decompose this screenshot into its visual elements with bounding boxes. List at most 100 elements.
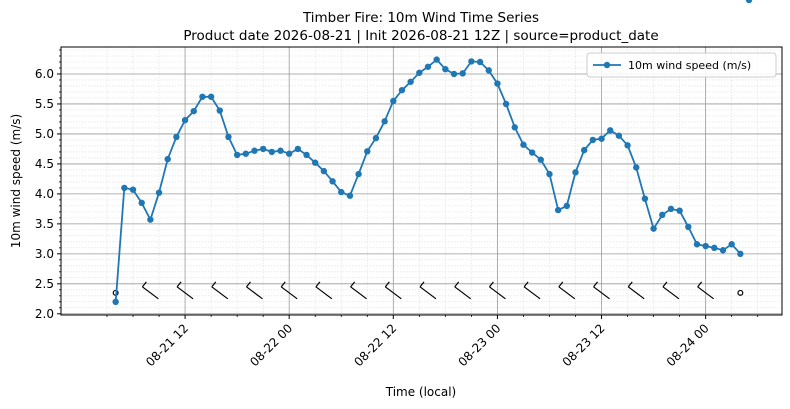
x-axis-ticks: 08-21 12 08-22 00 08-22 12 08-23 00 08-23 12… xyxy=(106,315,759,369)
wind-barb-flag xyxy=(558,281,564,288)
data-point xyxy=(294,145,302,153)
data-point xyxy=(442,65,449,73)
data-point xyxy=(511,124,518,131)
wind-barb-staff xyxy=(662,286,680,300)
data-point xyxy=(615,132,623,139)
data-point xyxy=(589,136,597,144)
data-point xyxy=(433,56,440,63)
data-point xyxy=(719,247,727,254)
data-point xyxy=(667,205,675,213)
wind-barb-flag xyxy=(627,281,633,288)
wind-barb-staff xyxy=(697,286,715,300)
data-point xyxy=(476,58,484,66)
wind-barb-staff xyxy=(176,286,194,300)
wind-barb-staff xyxy=(246,286,263,300)
data-point xyxy=(242,150,250,157)
data-point xyxy=(485,67,492,74)
wind-barb-flag xyxy=(384,281,390,288)
y-tick-label: 6.0 xyxy=(35,67,54,81)
data-point xyxy=(207,93,215,100)
legend-box xyxy=(586,52,777,78)
y-tick-label: 3.0 xyxy=(35,247,54,261)
data-point xyxy=(121,184,128,192)
data-point xyxy=(164,155,171,163)
data-point xyxy=(129,186,137,193)
data-point xyxy=(381,118,388,125)
data-point xyxy=(416,69,423,76)
data-point xyxy=(711,244,718,252)
wind-barb-staff xyxy=(523,286,541,300)
data-point xyxy=(398,86,406,94)
wind-barb-staff xyxy=(627,286,645,300)
data-point xyxy=(355,170,362,178)
data-point xyxy=(641,195,649,202)
wind-barb-flag xyxy=(454,281,460,288)
data-point xyxy=(676,207,683,214)
chart-title: Timber Fire: 10m Wind Time Series xyxy=(302,10,539,26)
wind-barb-flag xyxy=(593,281,599,288)
x-tick-label: 08-22 12 xyxy=(351,321,399,369)
y-tick-label: 5.5 xyxy=(35,97,54,111)
plot-frame xyxy=(60,46,783,316)
data-point xyxy=(190,107,197,115)
data-point xyxy=(312,159,319,166)
data-point xyxy=(268,148,276,156)
data-point xyxy=(633,164,640,171)
wind-barb-flag xyxy=(488,281,494,288)
wind-barb-flag xyxy=(419,281,425,288)
wind-barbs xyxy=(112,281,744,300)
data-point xyxy=(624,142,631,149)
y-tick-label: 2.0 xyxy=(35,307,54,321)
data-point xyxy=(659,211,666,219)
x-tick-label: 08-21 12 xyxy=(143,321,191,369)
data-point xyxy=(303,151,310,159)
wind-barb-staff xyxy=(489,286,506,300)
y-tick-label: 4.0 xyxy=(35,187,54,201)
data-point xyxy=(728,241,735,248)
wind-barb-staff xyxy=(350,286,367,300)
wind-barb-flag xyxy=(211,281,217,288)
data-point xyxy=(277,147,284,154)
data-point xyxy=(233,151,241,159)
data-point xyxy=(450,70,458,78)
legend-marker-sample xyxy=(603,61,611,69)
data-point xyxy=(364,148,371,155)
y-tick-label: 2.5 xyxy=(35,277,54,291)
data-point xyxy=(685,223,692,231)
data-point xyxy=(225,133,232,141)
data-point xyxy=(650,225,657,232)
wind-barb-flag xyxy=(280,281,286,288)
data-point xyxy=(320,167,328,175)
data-point xyxy=(572,169,579,176)
data-point xyxy=(216,107,223,114)
data-point xyxy=(494,80,501,87)
chart-subtitle: Product date 2026-08-21 | Init 2026-08-2… xyxy=(183,28,658,44)
wind-barb-staff xyxy=(419,286,437,300)
data-point xyxy=(546,170,553,178)
wind-barb-staff xyxy=(454,286,472,300)
data-point xyxy=(737,250,744,258)
data-point xyxy=(173,133,180,141)
x-tick-label: 08-23 00 xyxy=(455,321,503,369)
data-point xyxy=(520,141,527,148)
wind-barb-flag xyxy=(697,281,703,288)
x-tick-label: 08-24 00 xyxy=(664,321,712,369)
wind-barb-staff xyxy=(384,286,402,300)
data-point xyxy=(259,145,267,153)
y-axis-ticks: 2.0 2.5 3.0 3.5 4.0 4.5 5.0 5.5 6.0 xyxy=(35,49,61,321)
data-point xyxy=(563,202,571,210)
series-markers xyxy=(112,0,753,306)
wind-barb-flag xyxy=(141,281,147,288)
y-axis-label: 10m wind speed (m/s) xyxy=(9,114,23,248)
wind-barb-staff xyxy=(558,286,576,300)
data-point xyxy=(181,116,189,124)
data-point xyxy=(554,206,562,214)
wind-barb-flag xyxy=(523,281,529,288)
data-point xyxy=(372,134,380,142)
data-point xyxy=(702,242,709,250)
data-point xyxy=(598,135,605,142)
x-axis-label: Time (local) xyxy=(385,385,457,399)
data-point xyxy=(346,192,354,199)
data-point xyxy=(155,189,163,196)
